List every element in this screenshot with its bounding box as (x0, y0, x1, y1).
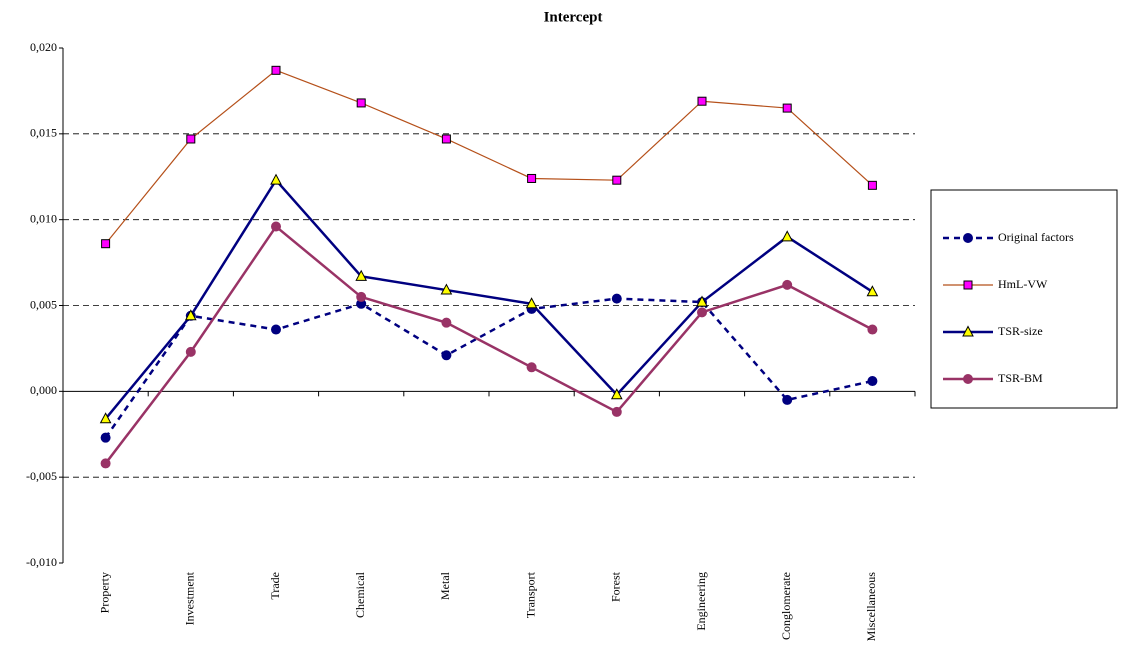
x-tick-label: Chemical (353, 571, 367, 618)
point (184, 309, 197, 321)
point (271, 324, 281, 335)
point (782, 394, 793, 405)
point (356, 98, 366, 108)
series-line (104, 178, 874, 420)
point (270, 173, 282, 185)
point (867, 180, 877, 190)
x-tick-label: Engineering (694, 572, 708, 631)
y-tick-label: 0,010 (30, 211, 57, 225)
x-tick-label: Transport (523, 571, 537, 618)
point (866, 285, 879, 297)
y-tick-label: -0,010 (26, 555, 57, 569)
point (781, 230, 794, 242)
point (782, 279, 793, 290)
point (355, 269, 368, 281)
x-tick-label: Trade (268, 572, 282, 600)
point (610, 388, 623, 400)
point (440, 283, 453, 295)
point (186, 134, 196, 144)
legend-label: Original factors (998, 230, 1074, 244)
point (526, 362, 537, 373)
y-tick-label: 0,000 (30, 383, 57, 397)
point (782, 103, 792, 113)
point (100, 432, 111, 443)
x-tick-label: Investment (183, 571, 197, 625)
series-line (104, 297, 873, 439)
series-line (104, 224, 873, 465)
point (611, 406, 622, 417)
legend-marker (963, 374, 973, 384)
point (697, 307, 707, 318)
point (867, 376, 878, 387)
point (527, 173, 537, 183)
point (441, 317, 452, 328)
point (271, 65, 281, 75)
point (441, 134, 451, 144)
y-tick-label: -0,005 (26, 469, 57, 483)
y-tick-label: 0,005 (30, 297, 57, 311)
point (612, 175, 622, 185)
x-tick-label: Conglomerate (779, 572, 793, 640)
legend-label: TSR-BM (998, 371, 1043, 385)
point (867, 324, 878, 335)
point (185, 346, 196, 357)
x-tick-label: Forest (609, 571, 623, 602)
point (441, 350, 452, 361)
legend-box (930, 189, 1118, 409)
point (356, 291, 367, 302)
legend-marker (963, 233, 973, 243)
point (696, 295, 708, 307)
legend-label: HmL-VW (998, 277, 1048, 291)
y-tick-label: 0,020 (30, 40, 57, 54)
chart-title: Intercept (544, 9, 603, 25)
point (611, 293, 622, 304)
point (100, 458, 111, 469)
legend-marker (963, 280, 973, 290)
y-tick-label: 0,015 (30, 126, 57, 140)
x-tick-label: Property (97, 572, 111, 613)
legend-marker (962, 325, 974, 337)
x-tick-label: Miscellaneous (864, 572, 878, 642)
point (99, 412, 112, 424)
point (271, 221, 281, 232)
point (101, 239, 111, 249)
point (525, 297, 538, 309)
x-tick-label: Metal (438, 571, 452, 600)
series-line (105, 69, 873, 245)
point (697, 96, 707, 106)
legend-label: TSR-size (998, 324, 1043, 338)
